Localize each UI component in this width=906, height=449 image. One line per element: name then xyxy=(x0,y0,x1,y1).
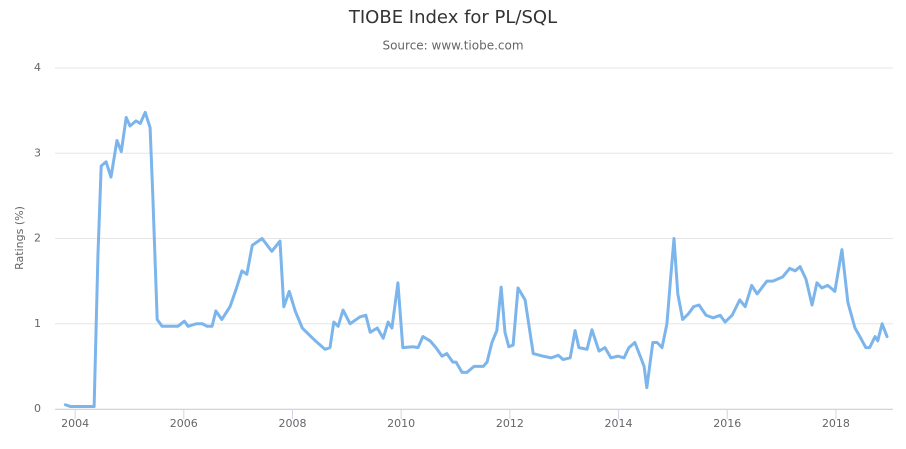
line-series xyxy=(63,110,889,408)
y-axis-title: Ratings (%) xyxy=(13,206,26,270)
y-tick-label: 2 xyxy=(34,232,41,245)
x-tick-label: 2016 xyxy=(713,417,741,430)
x-tick-label: 2012 xyxy=(496,417,524,430)
y-tick-label: 4 xyxy=(34,61,41,74)
x-tick-label: 2006 xyxy=(170,417,198,430)
chart-title: TIOBE Index for PL/SQL xyxy=(348,7,557,28)
chart-subtitle: Source: www.tiobe.com xyxy=(382,39,523,53)
y-tick-label: 0 xyxy=(34,402,41,415)
x-tick-label: 2010 xyxy=(387,417,415,430)
x-tick-label: 2008 xyxy=(278,417,306,430)
y-tick-label: 1 xyxy=(34,317,41,330)
x-tick-label: 2014 xyxy=(605,417,633,430)
y-tick-label: 3 xyxy=(34,146,41,159)
x-tick-label: 2004 xyxy=(61,417,89,430)
x-tick-label: 2018 xyxy=(822,417,850,430)
